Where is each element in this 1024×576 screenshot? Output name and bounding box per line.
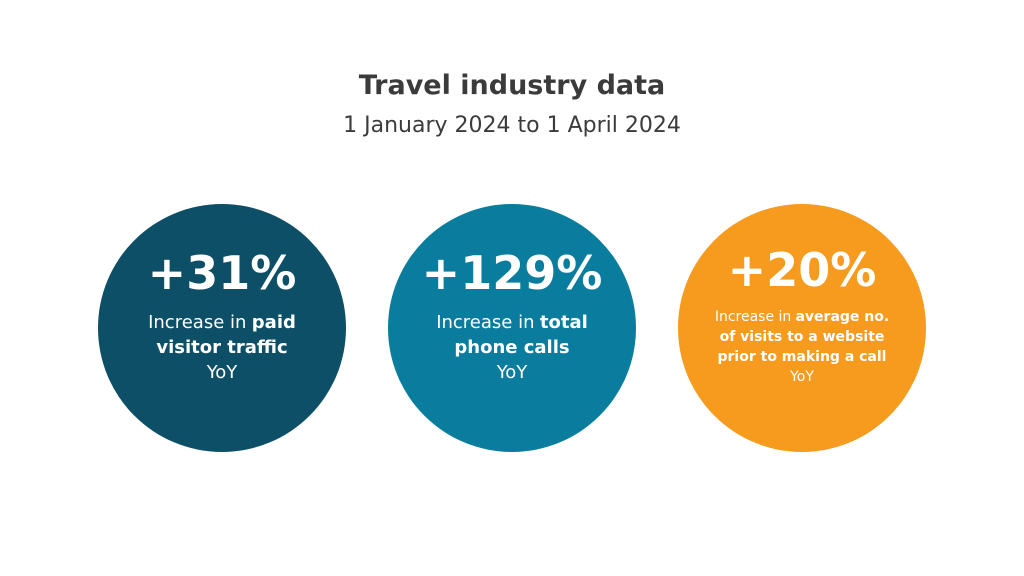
stat-description-line: Increase in average no. (715, 307, 889, 327)
stat-description-line: of visits to a website (720, 327, 885, 347)
stat-circle: +129% Increase in total phone calls YoY (388, 204, 636, 452)
stat-description-line: YoY (790, 367, 814, 387)
description-text: Increase in (714, 309, 792, 325)
subtitle: 1 January 2024 to 1 April 2024 (343, 113, 681, 138)
stat-value: +20% (727, 243, 877, 297)
stat-value: +31% (147, 245, 297, 300)
stat-description-line: visitor traffic (156, 335, 287, 360)
description-text: paid (251, 311, 296, 333)
stat-description-line: phone calls (454, 335, 569, 360)
stat-description-line: YoY (207, 360, 238, 385)
description-text: YoY (790, 369, 814, 385)
description-text: YoY (206, 361, 238, 383)
description-text: average no. (795, 309, 890, 325)
stat-description-line: YoY (497, 360, 528, 385)
description-text: phone calls (454, 336, 570, 358)
description-text: visitor traffic (156, 336, 288, 358)
description-text: of visits to a website (719, 329, 885, 345)
stat-value: +129% (421, 245, 603, 300)
description-text: YoY (496, 361, 528, 383)
stat-circle: +31% Increase in paid visitor traffic YoY (98, 204, 346, 452)
stat-description-line: Increase in paid (148, 310, 296, 335)
description-text: Increase in (148, 311, 247, 333)
description-text: prior to making a call (717, 349, 887, 365)
stat-circle: +20% Increase in average no. of visits to a… (678, 204, 926, 452)
description-text: total (539, 311, 588, 333)
description-text: Increase in (436, 311, 535, 333)
stat-description-line: Increase in total (436, 310, 588, 335)
title: Travel industry data (358, 70, 666, 101)
stat-description-line: prior to making a call (718, 347, 887, 367)
